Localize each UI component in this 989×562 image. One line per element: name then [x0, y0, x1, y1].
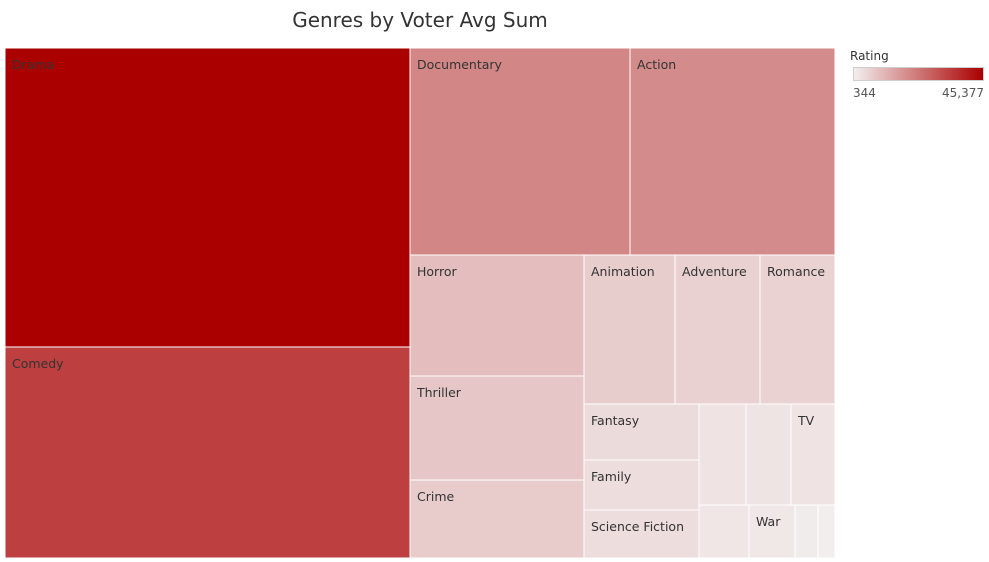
- tile-science-fiction[interactable]: [583, 509, 700, 559]
- tile-unlabeled-19[interactable]: [817, 504, 836, 559]
- tile-fantasy[interactable]: [583, 403, 700, 461]
- tile-label-war: War: [756, 514, 781, 529]
- tile-label-action: Action: [637, 57, 676, 72]
- tile-drama[interactable]: [4, 47, 411, 348]
- tile-thriller[interactable]: [409, 375, 585, 481]
- tile-unlabeled-13[interactable]: [698, 403, 747, 506]
- tile-tv[interactable]: [790, 403, 836, 506]
- legend-max-label: 45,377: [942, 86, 984, 100]
- chart-title: Genres by Voter Avg Sum: [292, 8, 548, 32]
- tile-label-romance: Romance: [767, 264, 825, 279]
- tile-label-thriller: Thriller: [416, 385, 462, 400]
- legend-title: Rating: [850, 49, 889, 63]
- tile-label-horror: Horror: [417, 264, 457, 279]
- tile-unlabeled-14[interactable]: [745, 403, 792, 506]
- legend-color-ramp: [853, 67, 984, 81]
- tile-action[interactable]: [629, 47, 836, 256]
- tile-label-fantasy: Fantasy: [591, 413, 640, 428]
- tile-label-science-fiction: Science Fiction: [591, 519, 684, 534]
- tile-label-family: Family: [591, 469, 632, 484]
- tile-horror[interactable]: [409, 254, 585, 377]
- tile-label-documentary: Documentary: [417, 57, 503, 72]
- tile-unlabeled-16[interactable]: [698, 504, 750, 559]
- tile-animation[interactable]: [583, 254, 676, 405]
- tile-label-comedy: Comedy: [12, 356, 64, 371]
- tile-war[interactable]: [748, 504, 796, 559]
- tile-label-crime: Crime: [417, 489, 455, 504]
- tile-unlabeled-18[interactable]: [794, 504, 819, 559]
- tile-family[interactable]: [583, 459, 700, 511]
- legend-min-label: 344: [853, 86, 876, 100]
- tile-label-adventure: Adventure: [682, 264, 747, 279]
- tile-comedy[interactable]: [4, 346, 411, 559]
- tile-documentary[interactable]: [409, 47, 631, 256]
- tile-label-animation: Animation: [591, 264, 655, 279]
- tile-label-drama: Drama: [12, 57, 54, 72]
- tile-crime[interactable]: [409, 479, 585, 559]
- tile-label-tv: TV: [797, 413, 815, 428]
